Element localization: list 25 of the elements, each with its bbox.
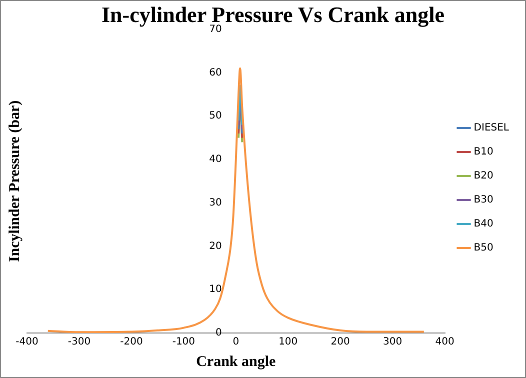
y-tick-label: 10 [209, 284, 222, 296]
y-tick-label: 50 [209, 110, 222, 122]
y-tick-label: 0 [216, 328, 222, 339]
x-tick-label: 100 [278, 336, 298, 348]
y-tick-label: 30 [209, 197, 222, 208]
x-tick-label: 200 [330, 336, 350, 348]
y-tick-label: 70 [209, 24, 222, 35]
legend-label: B50 [474, 242, 494, 254]
x-tick-label: -400 [16, 336, 38, 348]
x-tick-label: -200 [120, 336, 143, 348]
y-tick-label: 40 [209, 154, 222, 166]
y-axis-title: Incylinder Pressure (bar) [6, 100, 23, 262]
legend-label: B20 [474, 170, 494, 182]
x-tick-label: 0 [232, 336, 240, 348]
x-tick-label: -100 [172, 336, 196, 348]
x-tick-label: 300 [383, 336, 402, 348]
y-tick-label: 20 [209, 240, 222, 252]
legend-label: B30 [474, 194, 494, 206]
legend-label: B10 [474, 146, 494, 158]
x-tick-label: 400 [435, 336, 454, 348]
legend-label: DIESEL [474, 122, 510, 134]
x-axis-title: Crank angle [196, 354, 276, 370]
y-tick-label: 60 [209, 67, 222, 78]
x-tick-label: -300 [68, 336, 91, 348]
legend-label: B40 [474, 218, 494, 230]
